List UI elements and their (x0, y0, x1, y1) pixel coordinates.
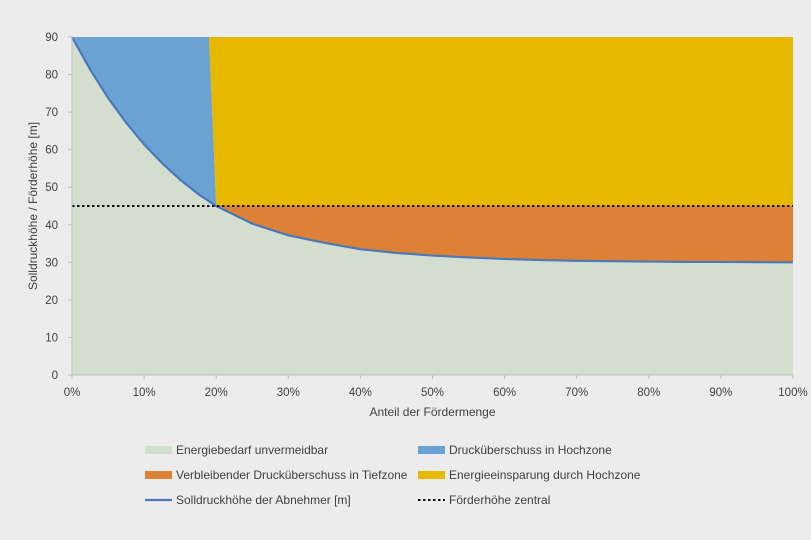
legend-swatch-verbleibender-druck-berschuss-in-tiefzone (145, 471, 172, 479)
legend-swatch-energieeinsparung-durch-hochzone (418, 471, 445, 479)
legend-label-f-rderh-he-zentral: Förderhöhe zentral (449, 493, 550, 507)
legend-swatch-energiebedarf-unvermeidbar (145, 446, 172, 454)
y-tick-label: 80 (45, 70, 58, 82)
y-tick-label: 10 (45, 332, 58, 344)
y-tick-label: 60 (45, 145, 58, 157)
x-tick-label: 80% (637, 387, 660, 399)
x-tick-label: 100% (778, 387, 807, 399)
line-solldruckhoehe (71, 36, 794, 264)
area-energiebedarf-unvermeidbar (72, 37, 793, 375)
x-tick-label: 30% (277, 387, 300, 399)
x-tick-label: 10% (133, 387, 156, 399)
y-axis-label: Solldruckhöhe / Förderhöhe [m] (26, 122, 40, 290)
x-tick-label: 40% (349, 387, 372, 399)
x-tick-label: 20% (205, 387, 228, 399)
legend-label-solldruckh-he-der-abnehmer-m: Solldruckhöhe der Abnehmer [m] (176, 493, 351, 507)
chart-axes (68, 36, 794, 379)
x-tick-label: 90% (709, 387, 732, 399)
tick-labels: 0 10 20 30 40 50 60 70 80 90 0% 10% 20% 30% 40% 50% 60% 7… (45, 32, 808, 399)
y-tick-label: 90 (45, 32, 58, 44)
chart-lines (71, 36, 794, 264)
legend-label-energieeinsparung-durch-hochzone: Energieeinsparung durch Hochzone (449, 468, 641, 482)
legend-label-druck-berschuss-in-hochzone: Drucküberschuss in Hochzone (449, 443, 612, 457)
chart-areas (72, 37, 794, 375)
area-energieeinsparung-hochzone (208, 37, 794, 206)
legend-swatch-druck-berschuss-in-hochzone (418, 446, 445, 454)
x-tick-label: 70% (565, 387, 588, 399)
y-tick-label: 20 (45, 295, 58, 307)
y-tick-label: 70 (45, 107, 58, 119)
x-axis-label: Anteil der Fördermenge (369, 405, 495, 419)
y-tick-label: 0 (52, 370, 58, 382)
x-tick-label: 50% (421, 387, 444, 399)
legend-label-energiebedarf-unvermeidbar: Energiebedarf unvermeidbar (176, 443, 328, 457)
y-tick-label: 40 (45, 220, 58, 232)
x-tick-label: 0% (64, 387, 81, 399)
area-druckueberschuss-hochzone (72, 37, 217, 206)
legend-label-verbleibender-druck-berschuss-in-tiefzone: Verbleibender Drucküberschuss in Tiefzon… (176, 468, 408, 482)
legend: Energiebedarf unvermeidbar Drucküberschus… (145, 443, 641, 507)
x-tick-label: 60% (493, 387, 516, 399)
y-tick-label: 30 (45, 257, 58, 269)
y-tick-label: 50 (45, 182, 58, 194)
